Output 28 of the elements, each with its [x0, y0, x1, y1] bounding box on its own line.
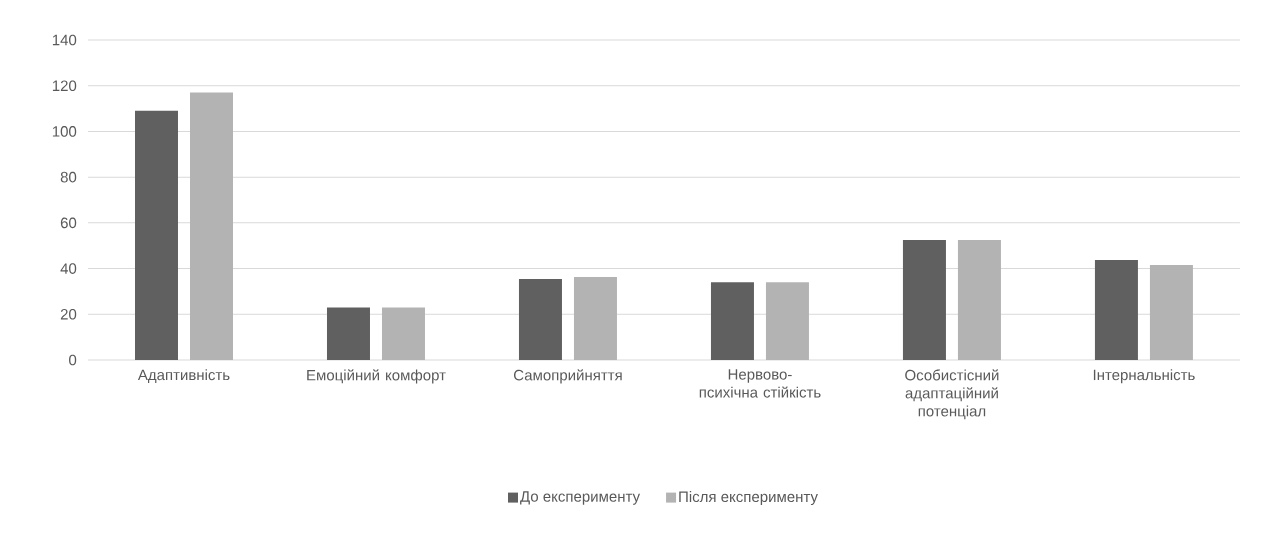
- bar: [1094, 259, 1138, 360]
- y-tick-label: 20: [60, 308, 77, 320]
- bar: [710, 282, 754, 360]
- y-tick-label: 40: [60, 263, 77, 274]
- x-tick-label: Особистісний адаптаційний потенціал: [905, 369, 999, 420]
- y-tick-label: 80: [60, 171, 77, 183]
- y-tick-label: 60: [60, 217, 77, 229]
- bar: [902, 240, 946, 360]
- y-tick-label: 120: [52, 80, 77, 92]
- x-tick-label: Самоприйняття: [514, 369, 622, 384]
- bar: [381, 307, 425, 360]
- bar: [518, 279, 562, 360]
- bar: [765, 282, 809, 360]
- x-tick-label: Нервово-психічна стійкість: [699, 369, 821, 398]
- bar: [135, 110, 178, 360]
- legend-label: До експерименту: [520, 491, 641, 505]
- bar: [190, 92, 233, 360]
- bar: [1149, 264, 1193, 360]
- x-tick-label: Емоційний комфорт: [307, 369, 446, 384]
- x-tick-label: Інтернальність: [1093, 369, 1195, 384]
- x-tick-label: Адаптивність: [137, 369, 230, 384]
- y-tick-label: 100: [52, 126, 77, 137]
- bar: [326, 307, 370, 360]
- y-tick-label: 0: [69, 354, 77, 366]
- bar: [957, 240, 1001, 360]
- legend-label: Після експерименту: [679, 491, 818, 506]
- y-tick-label: 140: [52, 34, 77, 46]
- bar: [573, 277, 617, 360]
